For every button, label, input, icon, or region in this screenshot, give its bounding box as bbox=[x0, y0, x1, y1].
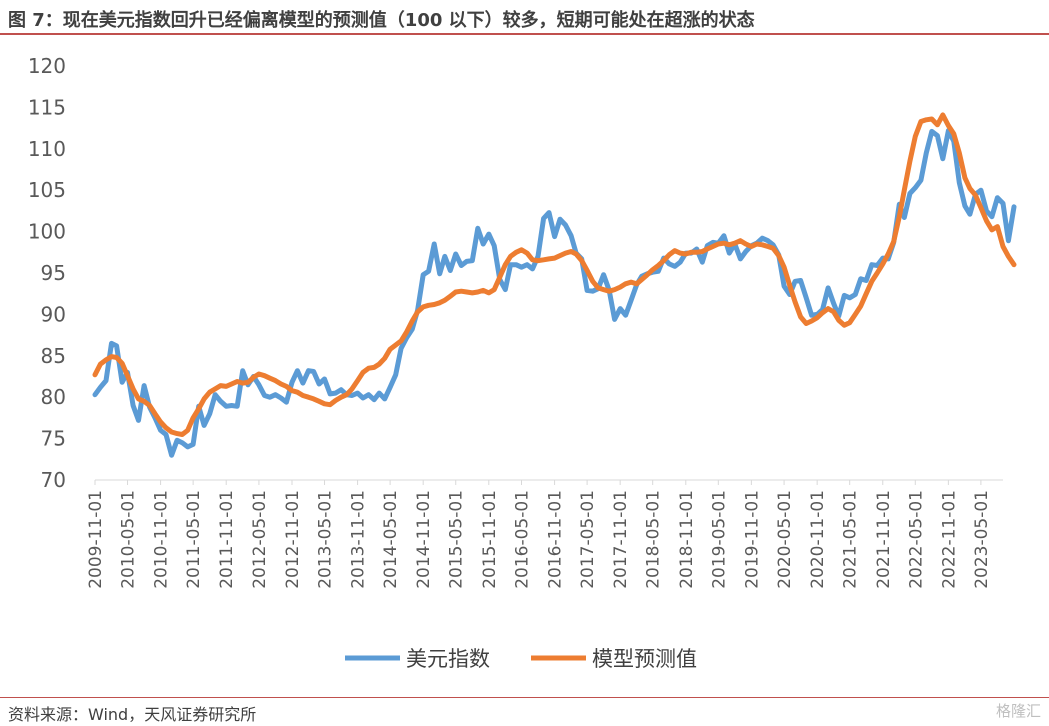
x-tick-label: 2015-11-01 bbox=[480, 490, 500, 589]
x-axis-labels: 2009-11-01 2010-05-01 2010-11-01 2011-05-01… bbox=[86, 490, 992, 589]
x-tick-label: 2021-05-01 bbox=[841, 490, 861, 589]
series-line-model-prediction bbox=[92, 112, 1017, 437]
y-tick-label: 100 bbox=[28, 220, 66, 244]
x-tick-label: 2009-11-01 bbox=[86, 490, 106, 589]
x-axis-ticks bbox=[94, 480, 982, 485]
x-tick-label: 2012-11-01 bbox=[283, 490, 303, 589]
x-tick-label: 2021-11-01 bbox=[874, 490, 894, 589]
x-tick-label: 2017-11-01 bbox=[611, 490, 631, 589]
x-tick-label: 2023-05-01 bbox=[972, 490, 992, 589]
x-tick-label: 2014-11-01 bbox=[414, 490, 434, 589]
source-note: 资料来源：Wind，天风证券研究所 bbox=[8, 705, 257, 724]
x-tick-label: 2020-05-01 bbox=[775, 490, 795, 589]
watermark-logo: 格隆汇 bbox=[995, 702, 1041, 720]
x-tick-label: 2022-05-01 bbox=[906, 490, 926, 589]
title-divider bbox=[0, 33, 1049, 35]
series-lines bbox=[92, 112, 1017, 458]
x-tick-label: 2010-05-01 bbox=[119, 490, 139, 589]
y-tick-label: 95 bbox=[41, 261, 66, 285]
y-tick-label: 85 bbox=[41, 344, 66, 368]
y-tick-label: 105 bbox=[28, 178, 66, 202]
x-tick-label: 2019-05-01 bbox=[709, 490, 729, 589]
x-tick-label: 2020-11-01 bbox=[808, 490, 828, 589]
y-tick-label: 90 bbox=[41, 302, 66, 326]
legend-label-usd-index: 美元指数 bbox=[406, 647, 490, 671]
y-axis-labels: 70 75 80 85 90 95 100 105 110 115 120 bbox=[28, 54, 66, 492]
y-tick-label: 110 bbox=[28, 137, 66, 161]
x-tick-label: 2022-11-01 bbox=[939, 490, 959, 589]
y-tick-label: 120 bbox=[28, 54, 66, 78]
x-tick-label: 2013-11-01 bbox=[349, 490, 369, 589]
y-tick-label: 70 bbox=[41, 468, 66, 492]
x-tick-label: 2012-05-01 bbox=[250, 490, 270, 589]
chart-legend: 美元指数 模型预测值 bbox=[345, 647, 697, 671]
x-tick-label: 2017-05-01 bbox=[578, 490, 598, 589]
source-divider bbox=[0, 697, 1049, 698]
x-tick-label: 2019-11-01 bbox=[742, 490, 762, 589]
x-tick-label: 2014-05-01 bbox=[381, 490, 401, 589]
legend-label-model-prediction: 模型预测值 bbox=[592, 647, 697, 671]
x-tick-label: 2011-05-01 bbox=[184, 490, 204, 589]
figure-title: 图 7：现在美元指数回升已经偏离模型的预测值（100 以下）较多，短期可能处在超… bbox=[8, 10, 755, 31]
x-tick-label: 2010-11-01 bbox=[152, 490, 172, 589]
series-line-usd-index bbox=[92, 128, 1017, 458]
x-tick-label: 2018-11-01 bbox=[677, 490, 697, 589]
y-tick-label: 75 bbox=[41, 427, 66, 451]
y-tick-label: 80 bbox=[41, 385, 66, 409]
x-tick-label: 2018-05-01 bbox=[644, 490, 664, 589]
x-tick-label: 2016-05-01 bbox=[513, 490, 533, 589]
y-tick-label: 115 bbox=[28, 95, 66, 119]
x-tick-label: 2011-11-01 bbox=[217, 490, 237, 589]
x-tick-label: 2016-11-01 bbox=[546, 490, 566, 589]
x-tick-label: 2013-05-01 bbox=[316, 490, 336, 589]
x-tick-label: 2015-05-01 bbox=[447, 490, 467, 589]
